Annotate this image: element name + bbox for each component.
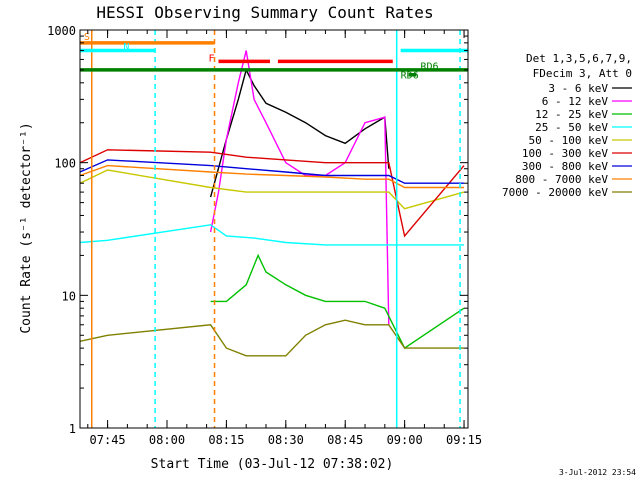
legend-label-5: 100 - 300 keV (522, 147, 608, 160)
legend-label-2: 12 - 25 keV (535, 108, 608, 121)
x-tick-label-5: 09:00 (387, 433, 423, 447)
plot-frame (79, 29, 469, 429)
legend-label-3: 25 - 50 keV (535, 121, 608, 134)
series-line-4 (79, 169, 465, 210)
legend-label-7: 800 - 7000 keV (515, 173, 608, 186)
series-line-5 (79, 149, 465, 238)
y-tick-label-0: 1 (69, 422, 76, 436)
legend: Det 1,3,5,6,7,9, FDecim 3, Att 0 3 - 6 keV… (502, 52, 632, 199)
footer-timestamp: 3-Jul-2012 23:54 (559, 468, 636, 477)
flag-label-4: RD6 (401, 71, 419, 82)
legend-label-1: 6 - 12 keV (542, 95, 609, 108)
legend-label-8: 7000 - 20000 keV (502, 186, 608, 199)
x-tick-label-3: 08:30 (268, 433, 304, 447)
y-axis-label: Count Rate (s⁻¹ detector⁻¹) (19, 122, 34, 333)
flag-label-0: S (84, 32, 90, 43)
x-tick-label-0: 07:45 (90, 433, 126, 447)
series-line-3 (79, 224, 464, 246)
series-line-6 (79, 159, 464, 184)
chart-title: HESSI Observing Summary Count Rates (96, 3, 433, 22)
x-tick-label-1: 08:00 (149, 433, 185, 447)
y-tick-label-1: 10 (62, 289, 76, 303)
x-tick-label-2: 08:15 (208, 433, 244, 447)
series-group (79, 50, 465, 357)
flag-label-2: F (208, 54, 214, 65)
legend-label-4: 50 - 100 keV (529, 134, 609, 147)
y-tick-label-2: 100 (54, 157, 76, 171)
series-line-8 (79, 319, 464, 357)
axes: 1 10 100 1000 07:45 08:00 08:15 08:30 08:45 09:00… (47, 24, 482, 447)
legend-header-0: Det 1,3,5,6,7,9, (526, 52, 632, 65)
x-tick-label-6: 09:15 (446, 433, 482, 447)
flag-label-3: RD6 (420, 62, 438, 73)
series-line-2 (210, 253, 465, 350)
series-line-0 (209, 67, 390, 198)
legend-header-1: FDecim 3, Att 0 (533, 67, 632, 80)
legend-label-0: 3 - 6 keV (548, 82, 608, 95)
x-axis-label: Start Time (03-Jul-12 07:38:02) (151, 457, 394, 472)
series-line-1 (209, 50, 390, 325)
flag-label-1: N (123, 42, 129, 53)
y-tick-label-3: 1000 (47, 24, 76, 38)
legend-label-6: 300 - 800 keV (522, 160, 608, 173)
x-tick-label-4: 08:45 (327, 433, 363, 447)
series-line-7 (79, 164, 464, 189)
